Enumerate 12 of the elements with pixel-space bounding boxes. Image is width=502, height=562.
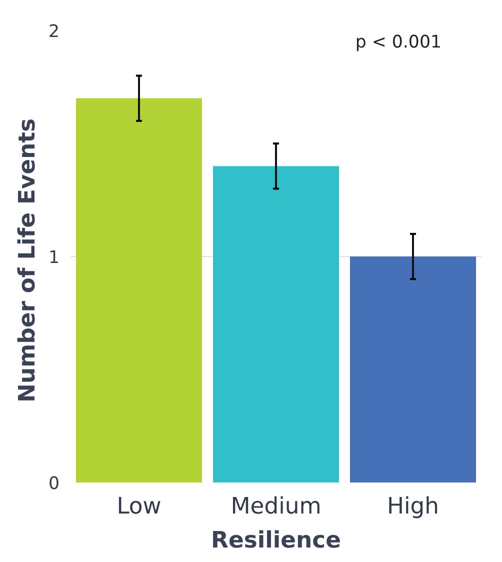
y-tick-label: 2 xyxy=(48,22,60,42)
x-tick-label: Low xyxy=(116,494,162,520)
x-tick-label: High xyxy=(386,494,440,520)
y-tick-label: 0 xyxy=(48,474,60,494)
bar xyxy=(212,166,340,482)
x-tick-label: Medium xyxy=(230,494,322,520)
bar xyxy=(76,98,202,482)
bar xyxy=(350,256,476,482)
x-axis-title: Resilience xyxy=(211,528,341,554)
y-tick-label: 1 xyxy=(48,248,60,268)
annotation: p < 0.001 xyxy=(355,32,442,52)
y-axis-title: Number of Life Events xyxy=(14,118,40,402)
